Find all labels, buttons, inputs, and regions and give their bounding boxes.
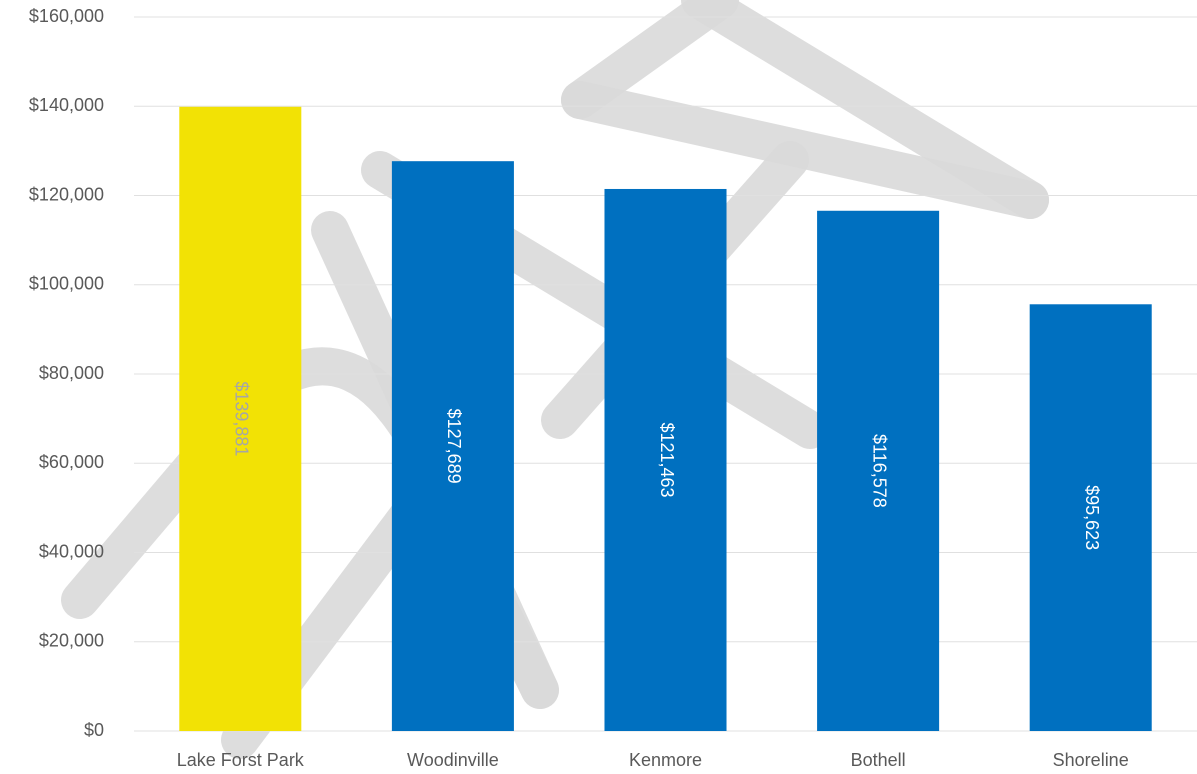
- value-label: $95,623: [1082, 485, 1102, 550]
- y-tick-label: $140,000: [29, 95, 104, 115]
- y-tick-label: $20,000: [39, 631, 104, 651]
- x-tick-label: Bothell: [851, 750, 906, 770]
- bar: [391, 161, 514, 731]
- value-label: $127,689: [444, 409, 464, 484]
- value-label: $139,881: [232, 381, 252, 456]
- y-tick-label: $120,000: [29, 184, 104, 204]
- x-tick-label: Woodinville: [407, 750, 499, 770]
- value-label: $116,578: [869, 434, 889, 508]
- value-label: $121,463: [657, 422, 677, 497]
- x-tick-label: Lake Forst Park: [177, 750, 305, 770]
- x-tick-label: Shoreline: [1053, 750, 1129, 770]
- y-tick-label: $40,000: [39, 541, 104, 561]
- x-tick-label: Kenmore: [629, 750, 702, 770]
- y-tick-label: $160,000: [29, 6, 104, 26]
- bar: [179, 106, 302, 732]
- labels: $0 $20,000 $40,000 $60,000 $80,000 $100,000 $1…: [29, 6, 1129, 770]
- y-tick-label: $0: [84, 720, 104, 740]
- y-tick-label: $80,000: [39, 363, 104, 383]
- y-tick-label: $100,000: [29, 274, 104, 294]
- bar: [604, 188, 727, 731]
- bars: [179, 106, 1152, 732]
- bar: [817, 210, 940, 731]
- bar: [1029, 304, 1152, 731]
- y-tick-label: $60,000: [39, 452, 104, 472]
